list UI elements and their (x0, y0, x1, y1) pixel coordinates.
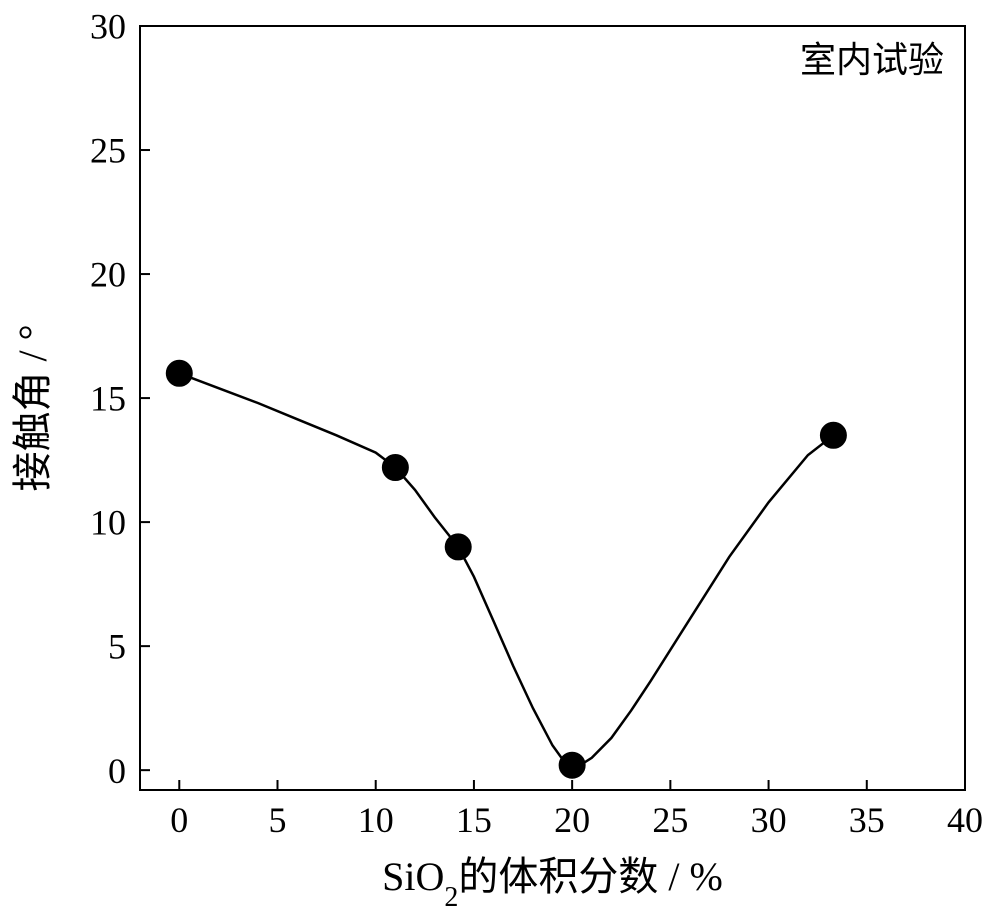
data-point (382, 455, 408, 481)
data-point (820, 422, 846, 448)
y-tick-label: 5 (108, 627, 126, 667)
x-tick-label: 25 (652, 800, 688, 840)
data-point (166, 360, 192, 386)
x-tick-label: 30 (751, 800, 787, 840)
y-tick-label: 25 (90, 131, 126, 171)
x-tick-label: 5 (269, 800, 287, 840)
x-tick-label: 40 (947, 800, 983, 840)
y-tick-label: 15 (90, 379, 126, 419)
legend-label: 室内试验 (800, 40, 944, 80)
y-axis-title: 接触角 / ° (10, 324, 55, 491)
y-tick-label: 10 (90, 503, 126, 543)
data-point (559, 752, 585, 778)
y-tick-label: 20 (90, 255, 126, 295)
x-tick-label: 10 (358, 800, 394, 840)
x-tick-label: 35 (849, 800, 885, 840)
chart-svg: 0 5 10 15 20 25 30 35 40 0 5 10 15 20 25 30 SiO2的体积分数 / … (0, 0, 1000, 909)
chart-container: 0 5 10 15 20 25 30 35 40 0 5 10 15 20 25 30 SiO2的体积分数 / … (0, 0, 1000, 909)
y-tick-label: 30 (90, 7, 126, 47)
series-line (179, 373, 833, 765)
x-tick-label: 15 (456, 800, 492, 840)
x-tick-label: 0 (170, 800, 188, 840)
data-point (445, 534, 471, 560)
x-tick-label: 20 (554, 800, 590, 840)
x-axis-title: SiO2的体积分数 / % (382, 854, 723, 909)
y-tick-label: 0 (108, 751, 126, 791)
plot-border (140, 26, 965, 790)
